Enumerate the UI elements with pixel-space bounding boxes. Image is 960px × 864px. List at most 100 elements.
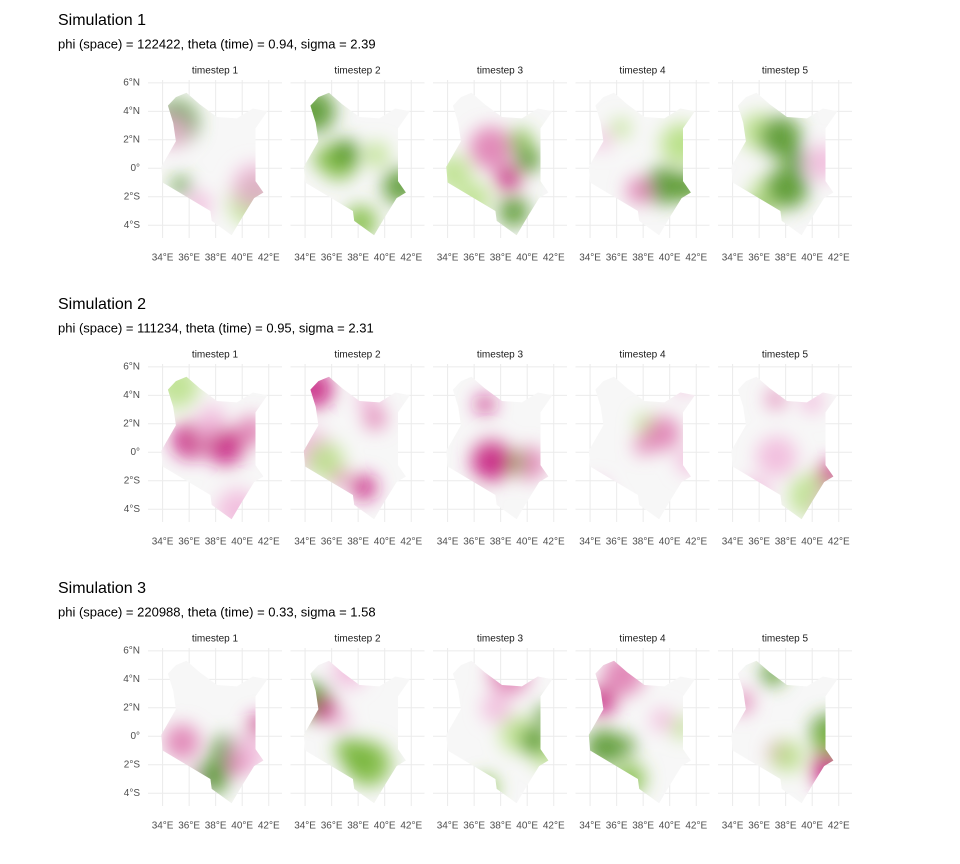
x-tick-label: 36°E xyxy=(748,537,770,548)
field-blob xyxy=(232,163,268,210)
facet-label: timestep 5 xyxy=(762,350,809,361)
field-blob xyxy=(676,447,695,475)
field-blob xyxy=(161,114,189,149)
field-blob xyxy=(475,394,495,414)
facet-label: timestep 1 xyxy=(192,634,239,645)
field-blob xyxy=(481,693,511,723)
field-blob xyxy=(332,139,360,167)
facet-label: timestep 1 xyxy=(192,350,239,361)
field-blob xyxy=(498,196,530,228)
field-blob xyxy=(198,405,226,432)
x-tick-label: 38°E xyxy=(632,253,654,264)
x-tick-label: 34°E xyxy=(722,253,744,264)
x-tick-label: 36°E xyxy=(321,821,343,832)
field-blob xyxy=(626,177,653,204)
x-tick-label: 34°E xyxy=(294,821,316,832)
facet-panel: timestep 3 34°E 36°E 38°E 40°E 42°E xyxy=(433,66,567,264)
map-field xyxy=(446,92,553,236)
field-blob xyxy=(650,708,674,732)
y-tick-label: 2°N xyxy=(123,702,140,713)
field-blob xyxy=(615,735,636,756)
facet-panel: timestep 3 34°E 36°E 38°E 40°E 42°E xyxy=(433,634,567,832)
x-tick-label: 40°E xyxy=(374,821,396,832)
x-tick-label: 42°E xyxy=(828,821,850,832)
y-tick-label: 4°N xyxy=(123,674,140,685)
facet-label: timestep 1 xyxy=(192,66,239,77)
map-field xyxy=(303,376,410,520)
x-tick-label: 34°E xyxy=(152,253,174,264)
facet-label: timestep 3 xyxy=(477,66,524,77)
facet-label: timestep 5 xyxy=(762,66,809,77)
x-tick-label: 42°E xyxy=(543,253,565,264)
field-blob xyxy=(805,144,838,181)
facet-panel: timestep 2 34°E 36°E 38°E 40°E 42°E xyxy=(290,634,425,832)
field-blob xyxy=(472,775,498,801)
field-blob xyxy=(458,488,484,514)
field-blob xyxy=(731,690,754,714)
x-tick-label: 38°E xyxy=(775,821,797,832)
field-blob xyxy=(611,118,631,138)
field-blob xyxy=(469,126,513,170)
x-tick-label: 34°E xyxy=(579,253,601,264)
field-blob xyxy=(810,751,838,789)
x-tick-label: 34°E xyxy=(294,537,316,548)
y-tick-label: 2°S xyxy=(124,191,141,202)
field-blob xyxy=(736,478,771,512)
x-tick-label: 38°E xyxy=(775,537,797,548)
x-tick-label: 42°E xyxy=(258,821,280,832)
x-tick-label: 38°E xyxy=(632,821,654,832)
y-tick-label: 0° xyxy=(130,447,140,458)
field-blob xyxy=(645,416,681,451)
y-tick-label: 6°N xyxy=(123,645,140,656)
x-tick-label: 36°E xyxy=(463,253,485,264)
x-tick-label: 40°E xyxy=(659,253,681,264)
facet-label: timestep 2 xyxy=(334,634,381,645)
facet-label: timestep 2 xyxy=(334,66,381,77)
x-tick-label: 40°E xyxy=(659,821,681,832)
x-tick-label: 42°E xyxy=(400,253,422,264)
x-tick-label: 36°E xyxy=(178,537,200,548)
map-field xyxy=(588,660,695,804)
x-tick-label: 38°E xyxy=(347,253,369,264)
chart-title: Simulation 3 xyxy=(58,580,146,597)
x-tick-label: 42°E xyxy=(828,253,850,264)
map-field xyxy=(161,92,268,236)
field-blob xyxy=(216,489,259,520)
x-tick-label: 40°E xyxy=(801,821,823,832)
map-field xyxy=(161,376,268,520)
y-tick-label: 0° xyxy=(130,163,140,174)
field-blob xyxy=(363,407,387,430)
field-blob xyxy=(446,500,471,520)
field-blob xyxy=(671,717,693,739)
facet-panel: timestep 5 34°E 36°E 38°E 40°E 42°E xyxy=(718,634,852,832)
x-tick-label: 42°E xyxy=(685,821,707,832)
x-tick-label: 40°E xyxy=(231,537,253,548)
x-tick-label: 36°E xyxy=(748,821,770,832)
map-background xyxy=(446,660,553,804)
y-tick-label: 4°S xyxy=(124,504,141,515)
field-blob xyxy=(756,436,797,477)
x-tick-label: 42°E xyxy=(543,537,565,548)
facet-label: timestep 2 xyxy=(334,350,381,361)
facet-panel: timestep 3 34°E 36°E 38°E 40°E 42°E xyxy=(433,350,567,548)
facet-panel: timestep 4 34°E 36°E 38°E 40°E 42°E xyxy=(575,634,710,832)
field-blob xyxy=(771,740,804,773)
field-blob xyxy=(817,460,838,488)
x-tick-label: 42°E xyxy=(400,537,422,548)
field-blob xyxy=(489,660,530,695)
map-field xyxy=(303,92,410,236)
facet-panel: timestep 4 34°E 36°E 38°E 40°E 42°E xyxy=(575,66,710,264)
x-tick-label: 38°E xyxy=(490,821,512,832)
field-blob xyxy=(739,202,765,228)
x-tick-label: 36°E xyxy=(606,537,628,548)
y-tick-label: 4°N xyxy=(123,106,140,117)
map-field xyxy=(446,376,553,520)
field-blob xyxy=(602,660,645,696)
y-tick-label: 2°N xyxy=(123,134,140,145)
x-tick-label: 40°E xyxy=(374,253,396,264)
facet-panel: timestep 1 34°E 36°E 38°E 40°E 42°E 6°N 4°N 2°N 0… xyxy=(123,350,282,548)
field-blob xyxy=(206,428,245,466)
x-tick-label: 36°E xyxy=(606,821,628,832)
facet-label: timestep 3 xyxy=(477,350,524,361)
